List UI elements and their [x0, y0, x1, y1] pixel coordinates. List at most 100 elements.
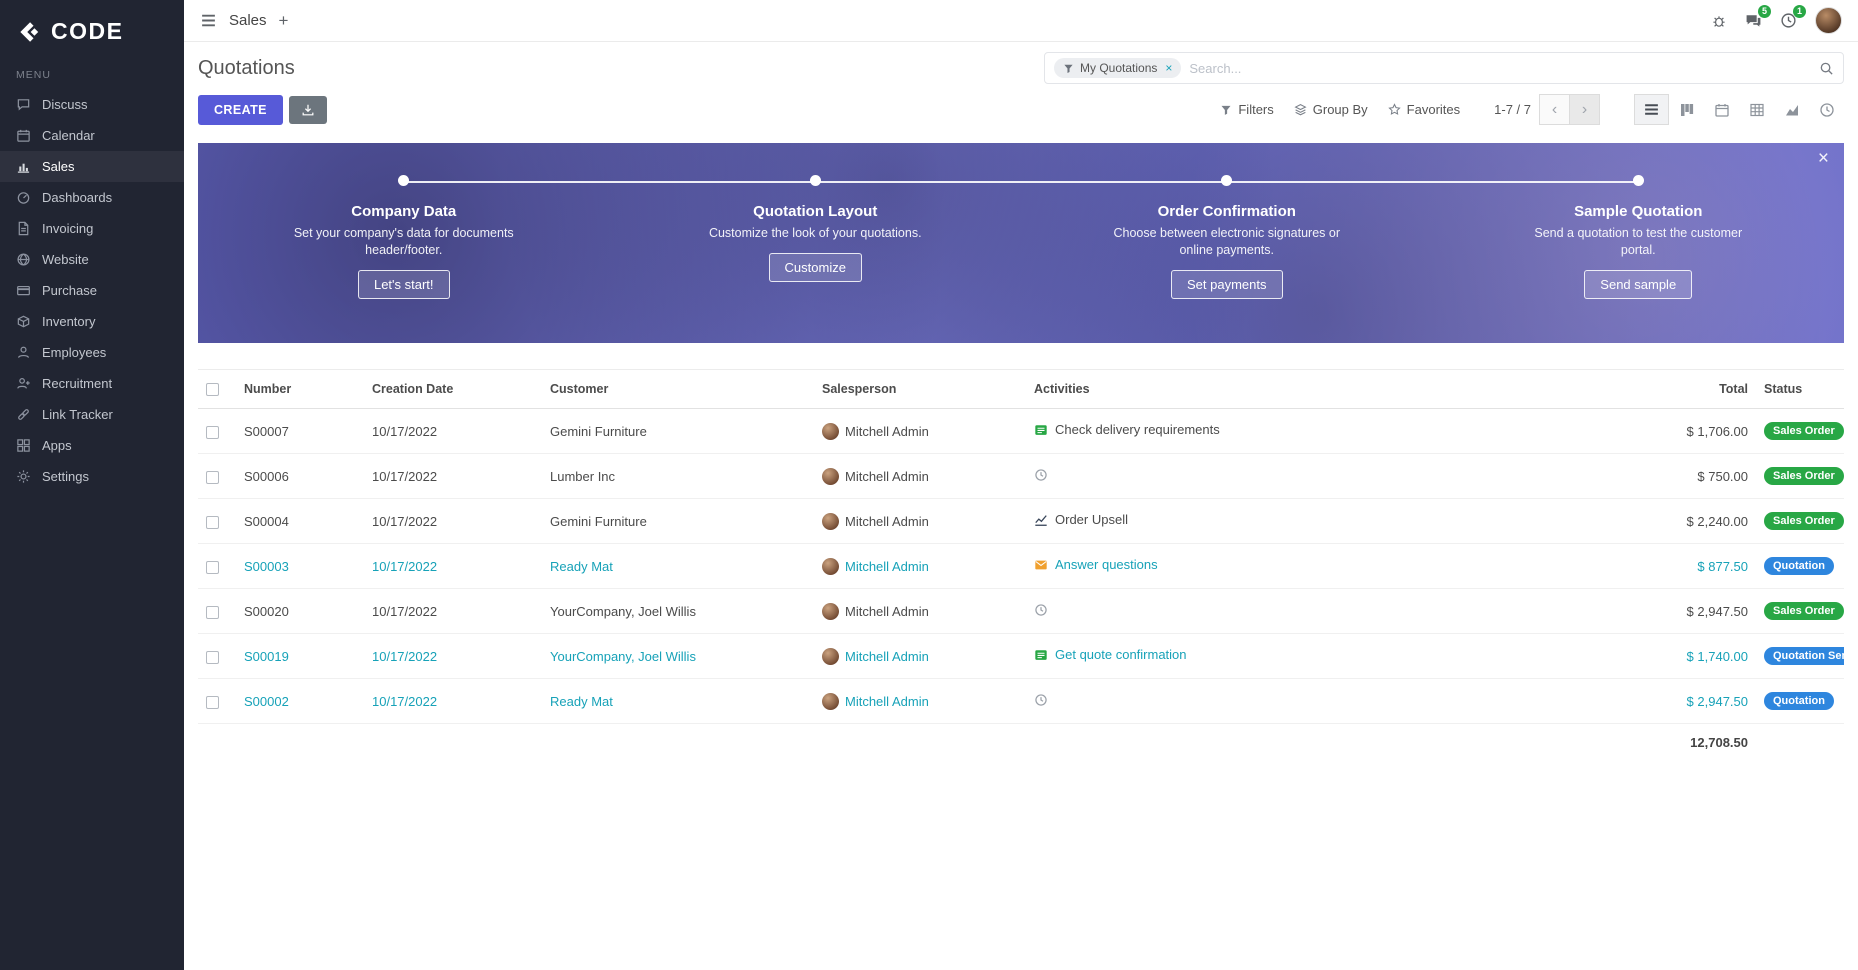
- remove-facet-icon[interactable]: ×: [1165, 61, 1173, 75]
- list-view-icon: [1643, 101, 1660, 118]
- clock-icon: [1034, 693, 1048, 710]
- sidebar-item-label: Inventory: [42, 314, 96, 329]
- header-number[interactable]: Number: [236, 368, 364, 410]
- cell-status: Quotation: [1756, 678, 1844, 725]
- cell-total: $ 2,947.50: [1606, 588, 1756, 635]
- cell-salesperson: Mitchell Admin: [814, 498, 1026, 545]
- sidebar-item-apps[interactable]: Apps: [0, 430, 184, 461]
- sidebar-item-dashboards[interactable]: Dashboards: [0, 182, 184, 213]
- sidebar-item-sales[interactable]: Sales: [0, 151, 184, 182]
- calendar-view-button[interactable]: [1704, 94, 1739, 125]
- cell-activity[interactable]: Order Upsell: [1026, 498, 1606, 545]
- cell-total: $ 1,706.00: [1606, 408, 1756, 455]
- current-app-name[interactable]: Sales: [229, 12, 267, 29]
- cell-activity[interactable]: [1026, 453, 1606, 500]
- create-button[interactable]: CREATE: [198, 94, 283, 125]
- table-row[interactable]: S00019 10/17/2022 YourCompany, Joel Will…: [198, 633, 1844, 680]
- header-creation-date[interactable]: Creation Date: [364, 368, 542, 410]
- cell-activity[interactable]: [1026, 678, 1606, 725]
- customize-button[interactable]: Customize: [768, 252, 862, 282]
- header-total[interactable]: Total: [1606, 368, 1756, 410]
- facet-label: My Quotations: [1080, 61, 1158, 75]
- row-checkbox[interactable]: [206, 425, 219, 439]
- search-facet-chip[interactable]: My Quotations ×: [1054, 58, 1182, 78]
- cell-status: Sales Order: [1756, 408, 1844, 455]
- pivot-view-button[interactable]: [1739, 94, 1774, 125]
- list-view-button[interactable]: [1634, 94, 1669, 125]
- favorites-button[interactable]: Favorites: [1387, 102, 1460, 117]
- onboarding-step-quotation-layout: Quotation Layout Customize the look of y…: [610, 175, 1022, 343]
- line-chart-icon: [1034, 513, 1048, 530]
- row-checkbox[interactable]: [206, 695, 219, 709]
- table-row[interactable]: S00007 10/17/2022 Gemini Furniture Mitch…: [198, 408, 1844, 455]
- user-avatar[interactable]: [1815, 7, 1842, 34]
- activities-clock-icon[interactable]: 1: [1780, 5, 1806, 29]
- sidebar-item-link-tracker[interactable]: Link Tracker: [0, 399, 184, 430]
- row-checkbox[interactable]: [206, 605, 219, 619]
- row-checkbox[interactable]: [206, 515, 219, 529]
- banner-close-icon[interactable]: ×: [1817, 148, 1829, 169]
- logo[interactable]: CODE: [0, 0, 184, 67]
- filters-button[interactable]: Filters: [1220, 102, 1274, 117]
- row-checkbox[interactable]: [206, 560, 219, 574]
- onboarding-step-company-data: Company Data Set your company's data for…: [198, 175, 610, 343]
- sidebar-item-purchase[interactable]: Purchase: [0, 275, 184, 306]
- row-checkbox[interactable]: [206, 650, 219, 664]
- sidebar-item-settings[interactable]: Settings: [0, 461, 184, 492]
- search-bar[interactable]: My Quotations ×: [1044, 52, 1844, 84]
- graph-view-button[interactable]: [1774, 94, 1809, 125]
- pager-range: 1-7 / 7: [1494, 102, 1531, 117]
- search-input[interactable]: [1189, 60, 1811, 76]
- table-row[interactable]: S00004 10/17/2022 Gemini Furniture Mitch…: [198, 498, 1844, 545]
- row-checkbox[interactable]: [206, 470, 219, 484]
- search-icon[interactable]: [1819, 61, 1834, 76]
- kanban-view-button[interactable]: [1669, 94, 1704, 125]
- table-row[interactable]: S00003 10/17/2022 Ready Mat Mitchell Adm…: [198, 543, 1844, 590]
- cell-activity[interactable]: Check delivery requirements: [1026, 408, 1606, 455]
- salesperson-avatar: [822, 647, 839, 665]
- header-activities[interactable]: Activities: [1026, 368, 1606, 410]
- hamburger-menu-icon[interactable]: [200, 12, 217, 29]
- cell-activity[interactable]: [1026, 588, 1606, 635]
- pager: 1-7 / 7 ‹ ›: [1494, 94, 1600, 125]
- set-payments-button[interactable]: Set payments: [1171, 269, 1283, 299]
- cell-activity[interactable]: Get quote confirmation: [1026, 633, 1606, 680]
- send-sample-button[interactable]: Send sample: [1584, 269, 1693, 299]
- select-all-checkbox[interactable]: [206, 383, 219, 397]
- sidebar-item-website[interactable]: Website: [0, 244, 184, 275]
- lets-start-button[interactable]: Let's start!: [357, 269, 450, 299]
- tasks-icon: [1034, 423, 1048, 440]
- sidebar-item-employees[interactable]: Employees: [0, 337, 184, 368]
- quotations-table-section: Number Creation Date Customer Salesperso…: [184, 343, 1858, 763]
- table-row[interactable]: S00002 10/17/2022 Ready Mat Mitchell Adm…: [198, 678, 1844, 725]
- sidebar-item-invoicing[interactable]: Invoicing: [0, 213, 184, 244]
- group-by-button[interactable]: Group By: [1294, 102, 1368, 117]
- activity-view-button[interactable]: [1809, 94, 1844, 125]
- sidebar-item-discuss[interactable]: Discuss: [0, 89, 184, 120]
- sidebar-item-label: Apps: [42, 438, 72, 453]
- sidebar-item-label: Invoicing: [42, 221, 94, 236]
- header-salesperson[interactable]: Salesperson: [814, 368, 1026, 410]
- export-button[interactable]: [288, 95, 327, 124]
- step-dot: [809, 175, 821, 186]
- pager-previous-button[interactable]: ‹: [1539, 94, 1570, 125]
- status-badge: Quotation: [1764, 557, 1834, 576]
- header-status[interactable]: Status: [1756, 368, 1844, 410]
- cell-activity[interactable]: Answer questions: [1026, 543, 1606, 590]
- discuss-icon: [16, 97, 31, 112]
- logo-icon: [16, 19, 42, 45]
- sidebar-item-inventory[interactable]: Inventory: [0, 306, 184, 337]
- table-row[interactable]: S00006 10/17/2022 Lumber Inc Mitchell Ad…: [198, 453, 1844, 500]
- cell-customer: YourCompany, Joel Willis: [542, 633, 814, 680]
- cell-salesperson: Mitchell Admin: [814, 633, 1026, 680]
- table-row[interactable]: S00020 10/17/2022 YourCompany, Joel Will…: [198, 588, 1844, 635]
- messages-icon[interactable]: 5: [1745, 5, 1771, 29]
- cell-total: $ 1,740.00: [1606, 633, 1756, 680]
- sidebar-item-recruitment[interactable]: Recruitment: [0, 368, 184, 399]
- cell-date: 10/17/2022: [364, 678, 542, 725]
- sidebar-item-calendar[interactable]: Calendar: [0, 120, 184, 151]
- header-customer[interactable]: Customer: [542, 368, 814, 410]
- add-tab-icon[interactable]: +: [278, 11, 289, 30]
- debug-bug-icon[interactable]: [1711, 13, 1727, 29]
- pager-next-button[interactable]: ›: [1569, 94, 1600, 125]
